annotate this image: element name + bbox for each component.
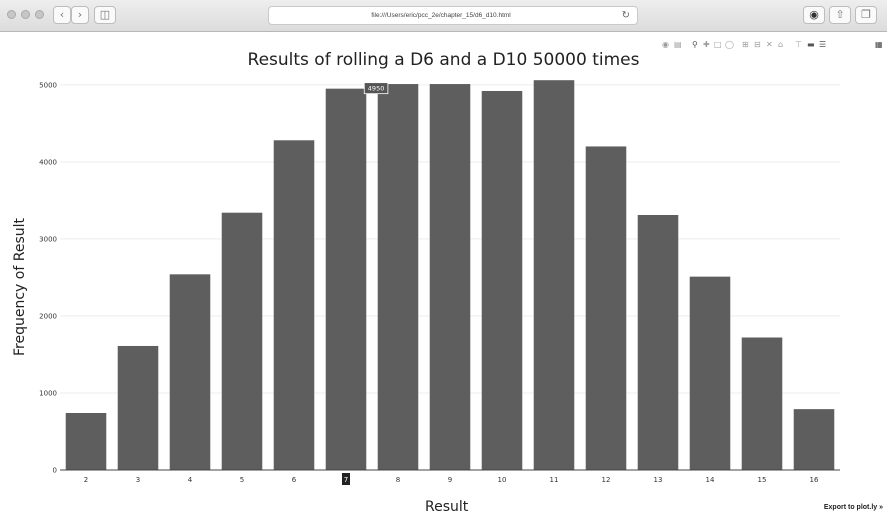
x-tick-label: 13 [654,476,663,484]
x-tick-label: 8 [396,476,400,484]
y-tick-label: 5000 [39,81,57,89]
x-tick-label: 3 [136,476,140,484]
bar[interactable] [221,212,263,470]
lasso-select-icon[interactable]: ◯ [725,40,734,49]
hover-closest-icon[interactable]: ▬ [807,40,815,49]
x-tick-label: 9 [448,476,452,484]
x-tick-label: 2 [84,476,88,484]
y-tick-label: 0 [53,467,57,475]
close-window-icon[interactable] [7,10,16,19]
plot-modebar: ◉ ▤ ⚲ ✚ □ ◯ ⊞ ⊟ ✕ ⌂ ⊤ ▬ ☰ ▦ [662,38,887,52]
y-axis-ticks: 0 1000 2000 3000 4000 5000 [39,81,57,474]
zoom-in-icon[interactable]: ⊞ [742,40,749,49]
tabs-button[interactable]: ❐ [855,6,877,24]
camera-icon[interactable]: ◉ [662,40,669,49]
sidebar-button[interactable]: ◫ [94,6,116,24]
bars [65,80,835,471]
zoom-icon[interactable]: ⚲ [692,40,698,49]
spike-lines-icon[interactable]: ⊤ [795,40,802,49]
bar[interactable] [793,409,835,470]
x-tick-label: 15 [758,476,767,484]
save-icon[interactable]: ▤ [674,40,682,49]
bar[interactable] [585,146,627,470]
bar[interactable] [65,412,107,470]
hover-compare-icon[interactable]: ☰ [819,40,827,49]
x-tick-label: 11 [550,476,559,484]
sidebar-icon: ◫ [99,8,111,21]
hover-category-label: 7 [344,476,348,484]
back-button[interactable]: ‹ [53,6,71,24]
share-icon: ⇧ [835,8,845,21]
x-tick-label: 10 [498,476,507,484]
x-axis-ticks: 2 3 4 5 6 7 8 9 10 11 12 13 14 15 16 [84,476,819,484]
bar[interactable] [481,90,523,470]
y-tick-label: 4000 [39,158,57,166]
share-button[interactable]: ⇧ [829,6,851,24]
x-tick-label: 5 [240,476,244,484]
tabs-icon: ❐ [861,8,871,21]
y-axis-title: Frequency of Result [12,218,28,356]
bar[interactable] [741,337,783,470]
export-link[interactable]: Export to plot.ly » [823,504,883,511]
bar[interactable] [169,274,211,470]
box-select-icon[interactable]: □ [714,40,722,49]
x-tick-label: 14 [706,476,715,484]
extension-icon: ◉ [809,8,819,21]
hover-category-box [342,473,350,485]
bar[interactable] [325,88,367,471]
chevron-right-icon: › [77,8,83,21]
y-tick-label: 2000 [39,312,57,320]
pan-icon[interactable]: ✚ [703,40,710,49]
x-tick-label: 6 [292,476,297,484]
bar[interactable] [637,215,679,470]
hover-value-label: 4950 [368,85,385,93]
minimize-window-icon[interactable] [21,10,30,19]
browser-toolbar: ‹ › ◫ file:///Users/eric/pcc_2e/chapter_… [0,0,887,32]
autoscale-icon[interactable]: ✕ [766,40,773,49]
x-axis-title: Result [425,499,469,515]
bar[interactable] [533,80,575,470]
bar[interactable] [117,345,159,470]
extension-button[interactable]: ◉ [803,6,825,24]
bar[interactable] [689,276,731,470]
hover-labels: 4950 7 [342,82,389,485]
reload-icon[interactable]: ↻ [621,10,630,21]
zoom-out-icon[interactable]: ⊟ [754,40,761,49]
forward-button[interactable]: › [71,6,89,24]
reset-axes-icon[interactable]: ⌂ [778,40,784,49]
x-tick-label: 16 [810,476,819,484]
plotly-logo-icon[interactable]: ▦ [875,40,883,49]
zoom-window-icon[interactable] [35,10,44,19]
chevron-left-icon: ‹ [59,8,65,21]
chart-title: Results of rolling a D6 and a D10 50000 … [247,50,640,70]
x-tick-label: 4 [188,476,193,484]
y-tick-label: 1000 [39,389,57,397]
bar[interactable] [429,84,471,471]
hover-value-box [363,82,389,95]
url-text: file:///Users/eric/pcc_2e/chapter_15/d6_… [371,12,511,19]
y-tick-label: 3000 [39,235,57,243]
bar[interactable] [377,84,419,471]
x-tick-label: 12 [602,476,611,484]
address-bar[interactable]: file:///Users/eric/pcc_2e/chapter_15/d6_… [268,6,638,25]
bar[interactable] [273,140,315,470]
